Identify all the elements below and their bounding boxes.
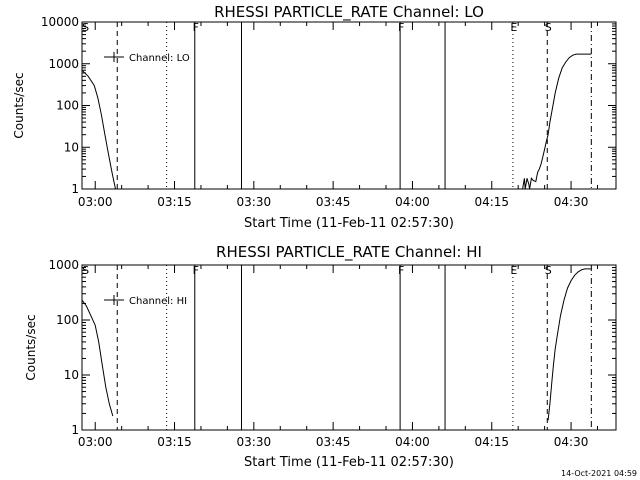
event-marker-label: S — [82, 264, 89, 277]
y-axis-label: Counts/sec — [12, 72, 26, 138]
x-tick-label: 04:15 — [474, 435, 509, 449]
series-line-segment — [522, 53, 592, 190]
event-marker-label: E — [510, 264, 517, 277]
event-marker-label: F — [398, 21, 404, 34]
y-axis-label: Counts/sec — [24, 314, 38, 380]
event-marker-label: F — [398, 264, 404, 277]
x-tick-label: 03:15 — [157, 435, 192, 449]
series-line-segment — [81, 69, 116, 190]
legend-entry: Channel: HI — [129, 296, 187, 307]
event-marker-label: S — [82, 21, 89, 34]
y-tick-label: 1000 — [48, 57, 79, 71]
x-tick-label: 03:00 — [78, 195, 113, 209]
y-tick-label: 10 — [64, 140, 79, 154]
x-axis-label: Start Time (11-Feb-11 02:57:30) — [244, 455, 454, 470]
y-tick-label: 100 — [56, 313, 79, 327]
x-tick-label: 03:15 — [157, 195, 192, 209]
x-tick-label: 03:45 — [316, 195, 351, 209]
footer-timestamp: 14-Oct-2021 04:59 — [561, 469, 637, 478]
x-tick-label: 04:30 — [554, 195, 589, 209]
y-tick-label: 1 — [71, 182, 79, 196]
y-tick-label: 1 — [71, 423, 79, 437]
plot-frame — [81, 264, 617, 431]
plot-frame — [81, 21, 617, 190]
x-tick-label: 04:15 — [474, 195, 509, 209]
event-marker-label: F — [193, 21, 199, 34]
x-tick-label: 04:00 — [395, 435, 430, 449]
event-marker-label: F — [193, 264, 199, 277]
y-tick-label: 10 — [64, 368, 79, 382]
x-tick-label: 03:30 — [237, 435, 272, 449]
x-tick-label: 04:00 — [395, 195, 430, 209]
y-tick-label: 1000 — [48, 258, 79, 272]
chart-title: RHESSI PARTICLE_RATE Channel: LO — [214, 3, 484, 22]
chart-panel-2: RHESSI PARTICLE_RATE Channel: HI 1 10 100 10… — [24, 243, 617, 470]
series-line-segment — [547, 268, 592, 421]
legend-entry: Channel: LO — [129, 53, 190, 64]
y-tick-label: 100 — [56, 99, 79, 113]
y-tick-label: 10000 — [41, 15, 79, 29]
event-marker-label: S — [545, 264, 552, 277]
x-axis-label: Start Time (11-Feb-11 02:57:30) — [244, 216, 454, 231]
x-tick-label: 04:30 — [554, 435, 589, 449]
chart-title: RHESSI PARTICLE_RATE Channel: HI — [216, 243, 482, 262]
event-marker-label: S — [545, 21, 552, 34]
event-marker-label: E — [510, 21, 517, 34]
series-line-segment — [81, 299, 114, 417]
x-tick-label: 03:00 — [78, 435, 113, 449]
x-tick-label: 03:45 — [316, 435, 351, 449]
x-tick-label: 03:30 — [237, 195, 272, 209]
chart-panel-1: RHESSI PARTICLE_RATE Channel: LO 1 10 100 10… — [12, 3, 617, 231]
